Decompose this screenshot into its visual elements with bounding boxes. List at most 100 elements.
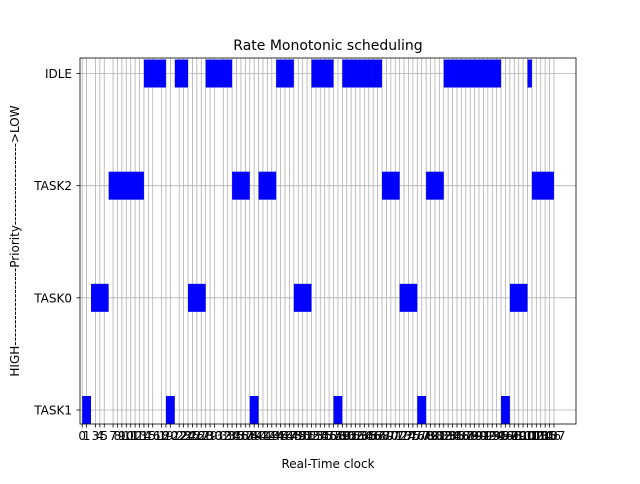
- x-tick-label: 10: [119, 429, 134, 443]
- segment-bar: [311, 59, 334, 88]
- x-tick-label: 52: [304, 429, 319, 443]
- segment-bar: [108, 171, 144, 200]
- x-tick-label: 32: [216, 429, 231, 443]
- x-tick-label: 35: [229, 429, 244, 443]
- x-tick-label: 87: [458, 429, 473, 443]
- x-tick-label: 27: [194, 429, 209, 443]
- x-tick-label: 33: [220, 429, 235, 443]
- y-tick-label: TASK1: [33, 404, 72, 418]
- segment-bar: [501, 396, 510, 424]
- x-tick-label: 88: [463, 429, 478, 443]
- x-tick-label: 11: [123, 429, 138, 443]
- x-tick-label: 81: [432, 429, 447, 443]
- x-tick-label: 69: [379, 429, 394, 443]
- x-tick-label: 53: [308, 429, 323, 443]
- y-tick-label: TASK0: [33, 291, 72, 305]
- segment-bar: [426, 171, 444, 200]
- x-tick-label: 77: [414, 429, 429, 443]
- x-tick-label: 61: [344, 429, 359, 443]
- plot-frame: [79, 57, 577, 425]
- x-tick-label: 70: [383, 429, 398, 443]
- x-tick-label: 85: [449, 429, 464, 443]
- x-tick-label: 82: [436, 429, 451, 443]
- x-axis-ticks: 01 345 78910111213141516181920222324252627…: [78, 424, 565, 443]
- segment-bar: [188, 283, 206, 312]
- x-tick-label: 20: [163, 429, 178, 443]
- y-axis-label: HIGH------------------Priority----------…: [8, 105, 22, 376]
- x-tick-label: 56: [321, 429, 336, 443]
- x-tick-label: 13: [132, 429, 147, 443]
- segment-bar: [205, 59, 233, 88]
- x-tick-label: 37: [238, 429, 253, 443]
- x-tick-label: 104: [529, 429, 552, 443]
- x-tick-label: 18: [154, 429, 169, 443]
- x-tick-label: 7: [109, 429, 117, 443]
- x-tick-label: 51: [299, 429, 314, 443]
- segment-bar: [258, 171, 277, 200]
- x-tick-label: 92: [480, 429, 495, 443]
- x-tick-label: 49: [291, 429, 306, 443]
- segment-bar: [417, 396, 427, 424]
- x-tick-label: 71: [388, 429, 403, 443]
- x-tick-label: 45: [273, 429, 288, 443]
- x-tick-label: 68: [374, 429, 389, 443]
- x-tick-label: 76: [410, 429, 425, 443]
- x-tick-label: 91: [476, 429, 491, 443]
- x-tick-label: 106: [538, 429, 561, 443]
- x-tick-label: 93: [485, 429, 500, 443]
- x-tick-label: 57: [326, 429, 341, 443]
- x-tick-label: 84: [445, 429, 460, 443]
- x-tick-label: 43: [264, 429, 279, 443]
- segment-bar: [91, 283, 109, 312]
- x-tick-label: 5: [100, 429, 108, 443]
- x-tick-label: 44: [269, 429, 284, 443]
- segment-bar: [293, 283, 312, 312]
- x-tick-label: 100: [512, 429, 535, 443]
- segment-bar: [249, 396, 259, 424]
- x-tick-label: 99: [511, 429, 526, 443]
- segment-bar: [143, 59, 166, 88]
- x-tick-label: 97: [502, 429, 517, 443]
- x-tick-label: 79: [423, 429, 438, 443]
- segment-bar: [82, 396, 92, 424]
- x-tick-label: 47: [282, 429, 297, 443]
- x-tick-label: 64: [357, 429, 372, 443]
- segment-bar: [165, 396, 175, 424]
- x-tick-label: 23: [176, 429, 191, 443]
- x-tick-label: 29: [202, 429, 217, 443]
- segment-bar: [531, 171, 554, 200]
- x-tick-label: 46: [277, 429, 292, 443]
- x-tick-label: 96: [498, 429, 513, 443]
- segment-bar: [174, 59, 189, 88]
- x-tick-label: 98: [507, 429, 522, 443]
- x-tick-label: 50: [295, 429, 310, 443]
- x-tick-label: 26: [189, 429, 204, 443]
- x-tick-label: 48: [286, 429, 301, 443]
- x-tick-label: 63: [352, 429, 367, 443]
- x-tick-label: 55: [317, 429, 332, 443]
- x-tick-label: 59: [335, 429, 350, 443]
- segment-bar: [399, 283, 418, 312]
- x-tick-label: 22: [172, 429, 187, 443]
- x-tick-label: 42: [260, 429, 275, 443]
- x-tick-label: 4: [96, 429, 104, 443]
- x-tick-label: 41: [255, 429, 270, 443]
- x-tick-label: 39: [247, 429, 262, 443]
- x-tick-label: 38: [242, 429, 257, 443]
- segment-bar: [333, 396, 343, 424]
- x-tick-label: 0: [78, 429, 86, 443]
- x-tick-label: 105: [534, 429, 557, 443]
- grid: [80, 58, 576, 424]
- x-axis-label: Real-Time clock: [281, 457, 374, 471]
- x-tick-label: 30: [207, 429, 222, 443]
- x-tick-label: 9: [118, 429, 126, 443]
- x-tick-label: 86: [454, 429, 469, 443]
- segment-bar: [527, 59, 532, 88]
- x-tick-label: 75: [405, 429, 420, 443]
- x-tick-label: 36: [233, 429, 248, 443]
- x-tick-label: 101: [516, 429, 539, 443]
- segment-bar: [443, 59, 502, 88]
- segment-bar: [509, 283, 528, 312]
